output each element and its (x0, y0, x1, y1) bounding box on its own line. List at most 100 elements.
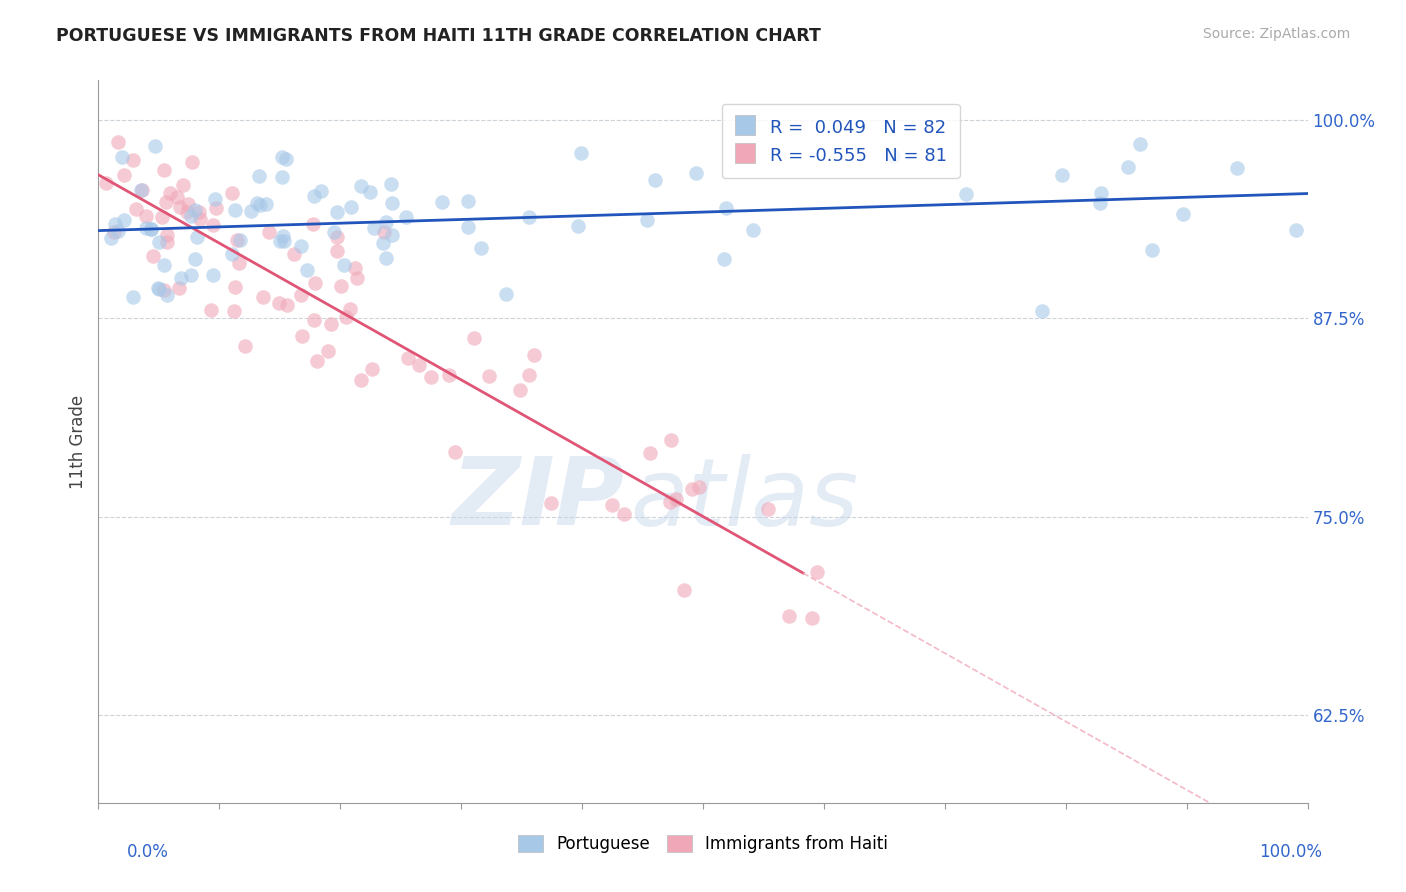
Point (333, 258, 356, 272)
Point (457, 194, 479, 208)
Point (636, 213, 658, 227)
Legend: R =  0.049   N = 82, R = -0.555   N = 81: R = 0.049 N = 82, R = -0.555 N = 81 (721, 103, 960, 178)
Point (758, 502, 780, 516)
Point (340, 200, 363, 214)
Point (233, 339, 256, 353)
Point (659, 433, 682, 447)
Point (644, 173, 666, 187)
Point (800, 611, 823, 625)
Text: 100.0%: 100.0% (1258, 843, 1322, 861)
Point (172, 178, 194, 193)
Point (183, 203, 205, 218)
Point (153, 283, 176, 297)
Point (302, 217, 325, 231)
Point (201, 268, 224, 282)
Point (396, 351, 419, 365)
Point (1226, 161, 1249, 175)
Text: ZIP: ZIP (451, 453, 624, 545)
Point (463, 331, 485, 345)
Point (1116, 160, 1139, 174)
Point (567, 219, 589, 233)
Point (148, 282, 170, 296)
Point (156, 288, 179, 302)
Point (307, 354, 329, 368)
Point (100, 231, 122, 245)
Point (204, 192, 226, 206)
Point (1285, 223, 1308, 237)
Point (495, 286, 517, 301)
Point (112, 213, 135, 227)
Point (186, 230, 208, 244)
Point (882, 149, 904, 163)
Point (135, 221, 157, 235)
Point (672, 583, 695, 598)
Point (290, 288, 312, 302)
Point (311, 185, 333, 199)
Point (359, 185, 381, 199)
Point (540, 496, 562, 510)
Point (323, 225, 346, 239)
Point (430, 195, 453, 210)
Point (254, 197, 277, 211)
Point (124, 202, 146, 216)
Point (129, 183, 152, 197)
Point (665, 491, 688, 506)
Point (1050, 168, 1073, 182)
Point (326, 205, 349, 219)
Point (152, 162, 174, 177)
Point (523, 348, 546, 362)
Point (122, 153, 145, 167)
Point (361, 362, 384, 376)
Point (343, 261, 366, 276)
Point (681, 482, 703, 496)
Point (316, 343, 339, 358)
Point (200, 302, 222, 317)
Point (325, 230, 347, 244)
Point (273, 235, 295, 249)
Point (335, 310, 357, 325)
Point (638, 446, 661, 460)
Point (143, 138, 166, 153)
Point (381, 196, 404, 211)
Point (249, 198, 271, 212)
Point (257, 225, 280, 239)
Point (395, 211, 418, 225)
Point (271, 229, 294, 244)
Point (156, 227, 179, 242)
Point (270, 150, 292, 164)
Point (1031, 303, 1053, 318)
Point (778, 609, 800, 624)
Point (326, 244, 349, 259)
Point (201, 219, 224, 233)
Point (420, 370, 443, 384)
Point (181, 154, 204, 169)
Point (226, 233, 249, 247)
Point (176, 204, 198, 219)
Point (107, 224, 129, 238)
Point (517, 211, 540, 225)
Point (685, 166, 707, 180)
Point (519, 368, 541, 383)
Point (1142, 243, 1164, 257)
Point (183, 252, 205, 266)
Text: 0.0%: 0.0% (127, 843, 169, 861)
Point (152, 258, 174, 272)
Point (600, 498, 623, 512)
Point (111, 150, 134, 164)
Point (1090, 186, 1112, 200)
Point (374, 252, 396, 266)
Point (270, 169, 292, 184)
Point (247, 169, 270, 183)
Point (96, 176, 118, 190)
Point (240, 204, 263, 219)
Point (188, 211, 211, 226)
Point (150, 210, 173, 224)
Point (742, 223, 765, 237)
Point (135, 209, 157, 223)
Point (180, 268, 202, 282)
Text: PORTUGUESE VS IMMIGRANTS FROM HAITI 11TH GRADE CORRELATION CHART: PORTUGUESE VS IMMIGRANTS FROM HAITI 11TH… (56, 27, 821, 45)
Point (204, 201, 226, 215)
Point (375, 215, 398, 229)
Point (221, 247, 243, 261)
Point (139, 221, 162, 235)
